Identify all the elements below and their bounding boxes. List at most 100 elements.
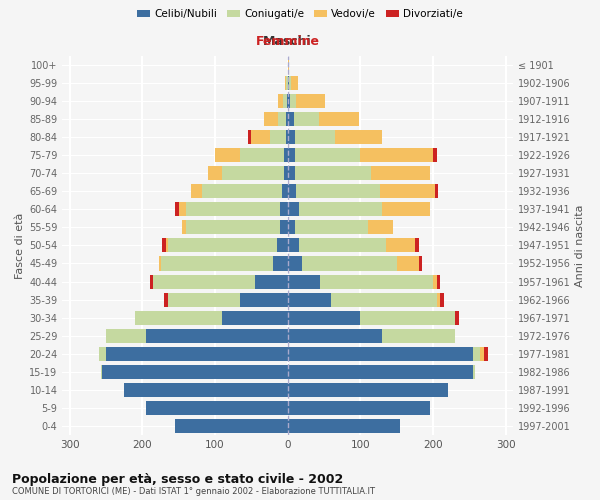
Bar (265, 112, 278, 126)
Bar (288, 401, 430, 415)
Bar (296, 94, 325, 108)
Text: COMUNE DI TORTORICI (ME) - Dati ISTAT 1° gennaio 2002 - Elaborazione TUTTITALIA.: COMUNE DI TORTORICI (ME) - Dati ISTAT 1°… (12, 488, 375, 496)
Bar (101, 365, 103, 379)
Bar (371, 166, 430, 180)
Bar (106, 328, 146, 343)
Bar (295, 148, 361, 162)
Bar (380, 184, 434, 198)
Bar (319, 112, 359, 126)
Bar (288, 220, 295, 234)
Bar (149, 274, 153, 288)
Bar (146, 401, 288, 415)
Bar (288, 365, 473, 379)
Bar (179, 202, 186, 216)
Bar (288, 310, 361, 324)
Bar (289, 76, 290, 90)
Bar (159, 256, 161, 270)
Legend: Celibi/Nubili, Coniugati/e, Vedovi/e, Divorziati/e: Celibi/Nubili, Coniugati/e, Vedovi/e, Di… (133, 5, 467, 24)
Bar (296, 184, 380, 198)
Bar (164, 292, 168, 306)
Bar (175, 202, 179, 216)
Bar (202, 184, 282, 198)
Bar (288, 292, 331, 306)
Bar (368, 220, 393, 234)
Bar (280, 202, 288, 216)
Bar (278, 94, 283, 108)
Bar (287, 94, 288, 108)
Bar (397, 256, 419, 270)
Bar (290, 94, 296, 108)
Bar (455, 310, 458, 324)
Bar (285, 76, 286, 90)
Bar (481, 347, 484, 361)
Bar (299, 238, 386, 252)
Bar (288, 328, 382, 343)
Bar (382, 328, 455, 343)
Bar (415, 238, 419, 252)
Bar (241, 148, 284, 162)
Bar (288, 274, 320, 288)
Bar (208, 166, 223, 180)
Bar (162, 238, 166, 252)
Bar (288, 419, 400, 433)
Bar (288, 202, 299, 216)
Bar (335, 130, 382, 144)
Bar (153, 274, 255, 288)
Bar (103, 365, 288, 379)
Bar (106, 347, 288, 361)
Bar (282, 184, 288, 198)
Bar (99, 347, 106, 361)
Bar (484, 347, 488, 361)
Bar (182, 220, 186, 234)
Bar (295, 130, 335, 144)
Bar (288, 383, 448, 397)
Bar (331, 292, 437, 306)
Bar (286, 130, 288, 144)
Bar (288, 58, 289, 72)
Bar (284, 166, 288, 180)
Bar (295, 220, 368, 234)
Bar (288, 347, 473, 361)
Y-axis label: Fasce di età: Fasce di età (15, 212, 25, 278)
Bar (288, 238, 299, 252)
Bar (473, 365, 475, 379)
Bar (146, 328, 288, 343)
Bar (286, 76, 288, 90)
Bar (382, 202, 430, 216)
Bar (302, 256, 397, 270)
Bar (288, 166, 295, 180)
Bar (215, 148, 241, 162)
Bar (255, 274, 288, 288)
Bar (248, 130, 251, 144)
Bar (161, 256, 273, 270)
Bar (440, 292, 444, 306)
Bar (284, 148, 288, 162)
Bar (288, 112, 293, 126)
Bar (293, 112, 319, 126)
Bar (320, 274, 433, 288)
Bar (273, 256, 288, 270)
Bar (361, 148, 433, 162)
Bar (288, 130, 295, 144)
Bar (295, 166, 371, 180)
Bar (290, 76, 298, 90)
Bar (191, 184, 202, 198)
Bar (437, 274, 440, 288)
Y-axis label: Anni di nascita: Anni di nascita (575, 204, 585, 286)
Bar (168, 292, 241, 306)
Bar (288, 184, 296, 198)
Bar (223, 166, 284, 180)
Bar (433, 274, 437, 288)
Bar (186, 220, 280, 234)
Bar (186, 202, 280, 216)
Bar (288, 94, 290, 108)
Bar (241, 292, 288, 306)
Bar (278, 112, 286, 126)
Bar (361, 310, 455, 324)
Bar (175, 419, 288, 433)
Bar (299, 202, 382, 216)
Text: Popolazione per età, sesso e stato civile - 2002: Popolazione per età, sesso e stato civil… (12, 472, 343, 486)
Bar (135, 310, 223, 324)
Bar (251, 130, 269, 144)
Bar (286, 112, 288, 126)
